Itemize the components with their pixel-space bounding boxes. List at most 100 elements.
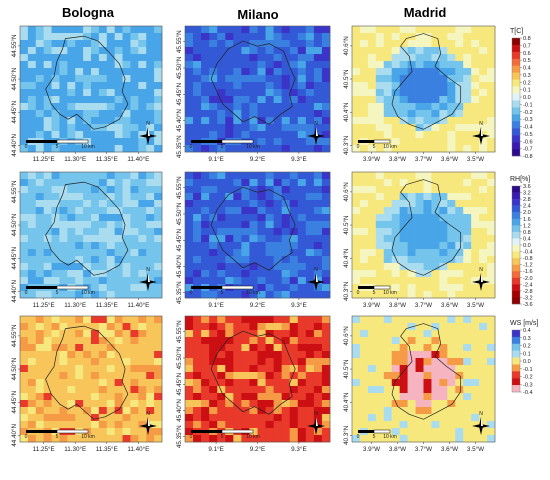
map-panel-milano-ws: 0 5 10 km N 9.1°E 9.2°E 9.3°E 45.35°N 45.40°N 45.… [175, 315, 331, 453]
longitude-tick: 11.35°E [96, 301, 118, 309]
legend-swatch [512, 44, 520, 53]
longitude-tick: 3.6°W [441, 155, 458, 163]
city-boundary [45, 35, 129, 130]
city-boundary [210, 330, 296, 415]
longitude-tick: 11.40°E [127, 445, 149, 453]
longitude-tick: 3.8°W [389, 445, 406, 453]
latitude-tick: 40.4°N [342, 392, 350, 412]
map-panel-madrid-ws: 0 5 10 km N 3.9°W 3.8°W 3.7°W 3.6°W 3.5°W 40.3°N 4… [342, 315, 496, 453]
city-boundary [210, 40, 296, 125]
city-boundary [210, 186, 296, 271]
legend-swatch [512, 100, 520, 108]
city-boundary [391, 179, 462, 276]
scale-bar-label-0: 0 [357, 144, 360, 150]
longitude-tick: 3.9°W [363, 301, 380, 309]
legend-swatch [512, 258, 520, 265]
longitude-tick: 3.7°W [415, 301, 432, 309]
city-boundary [45, 325, 129, 420]
north-label: N [146, 267, 150, 273]
legend-swatch [512, 231, 520, 239]
longitude-tick: 3.8°W [389, 155, 406, 163]
latitude-tick: 44.50°N [10, 67, 18, 90]
longitude-tick: 9.1°E [208, 301, 223, 309]
legend-tick: -0.1 [523, 367, 533, 373]
latitude-tick: 44.45°N [10, 100, 18, 123]
latitude-tick: 45.50°N [175, 56, 183, 79]
scale-bar-label-10: 10 km [383, 290, 397, 296]
legend-temperature: T[C]0.80.70.60.50.40.30.20.10.0-0.1-0.2-… [510, 28, 533, 160]
legend-swatch [512, 212, 520, 219]
legend-swatch [512, 284, 520, 292]
scale-bar: 0 5 10 km [25, 429, 95, 440]
legend-tick: 0.4 [523, 236, 531, 242]
legend-swatch [512, 58, 520, 66]
latitude-tick: 40.6°N [342, 182, 350, 202]
latitude-tick: 44.45°N [10, 246, 18, 269]
north-label: N [146, 121, 150, 127]
longitude-tick: 3.5°W [467, 301, 484, 309]
legend-swatch [512, 277, 520, 285]
legend-tick: -2.0 [523, 276, 533, 282]
legend-swatch [512, 142, 520, 150]
legend-swatch [512, 86, 520, 94]
legend-swatch [512, 251, 520, 259]
legend-swatch [512, 121, 520, 129]
north-label: N [146, 411, 150, 417]
longitude-tick: 9.3°E [291, 155, 306, 163]
scale-bar-label-10: 10 km [81, 290, 95, 296]
north-arrow-icon: N [472, 267, 490, 291]
latitude-tick: 40.5°N [342, 215, 350, 235]
legend-tick: 0.4 [523, 66, 531, 72]
longitude-tick: 3.8°W [389, 301, 406, 309]
north-arrow-icon: N [307, 411, 325, 435]
legend-tick: 0.0 [523, 95, 531, 101]
legend-tick: -3.2 [523, 295, 533, 301]
legend-swatch [512, 238, 520, 246]
longitude-tick: 11.40°E [127, 301, 149, 309]
scale-bar-label-10: 10 km [246, 434, 260, 440]
legend-tick: 0.0 [523, 243, 531, 249]
latitude-tick: 45.35°N [175, 281, 183, 304]
legend-swatch [512, 186, 520, 193]
map-panel-milano-rh: 0 5 10 km N 9.1°E 9.2°E 9.3°E 45.35°N 45.40°N 45.… [175, 171, 331, 309]
longitude-tick: 9.3°E [291, 301, 306, 309]
map-panel-madrid-t: 0 5 10 km N 3.9°W 3.8°W 3.7°W 3.6°W 3.5°W 40.3°N 4… [342, 25, 496, 163]
longitude-tick: 11.35°E [96, 155, 118, 163]
legend-swatch [512, 135, 520, 143]
north-arrow-icon: N [307, 267, 325, 291]
legend-tick: -0.3 [523, 117, 533, 123]
city-boundary [391, 33, 462, 130]
legend-tick: 0.8 [523, 36, 531, 42]
scale-bar-label-10: 10 km [246, 290, 260, 296]
legend-swatch [512, 378, 520, 386]
scale-bar-label-0: 0 [25, 434, 28, 440]
scale-bar: 0 5 10 km [190, 429, 260, 440]
longitude-tick: 9.1°E [208, 155, 223, 163]
latitude-tick: 45.55°N [175, 176, 183, 199]
legends: T[C]0.80.70.60.50.40.30.20.10.0-0.1-0.2-… [510, 28, 538, 396]
legend-swatch [512, 79, 520, 87]
latitude-tick: 45.45°N [175, 372, 183, 395]
latitude-tick: 45.50°N [175, 202, 183, 225]
latitude-tick: 45.55°N [175, 30, 183, 53]
legend-tick: -0.7 [523, 147, 533, 153]
scale-bar-label-5: 5 [56, 290, 59, 296]
legend-swatch [512, 364, 520, 372]
legend-relative-humidity: RH[%]3.63.22.82.42.01.61.20.80.40.0-0.4-… [510, 176, 533, 308]
legend-tick: -1.6 [523, 269, 533, 275]
legend-tick: 0.2 [523, 344, 531, 350]
latitude-tick: 44.45°N [10, 390, 18, 413]
legend-tick: 2.4 [523, 204, 531, 210]
latitude-tick: 45.50°N [175, 346, 183, 369]
legend-swatch [512, 38, 520, 46]
latitude-tick: 44.55°N [10, 324, 18, 347]
latitude-tick: 40.5°N [342, 69, 350, 89]
legend-tick: 0.2 [523, 80, 531, 86]
legend-title: T[C] [510, 28, 523, 35]
longitude-tick: 3.5°W [467, 155, 484, 163]
legend-tick: -2.4 [523, 282, 533, 288]
scale-bar-label-0: 0 [25, 290, 28, 296]
north-label: N [479, 121, 483, 127]
latitude-tick: 45.45°N [175, 82, 183, 105]
scale-bar-label-0: 0 [190, 434, 193, 440]
